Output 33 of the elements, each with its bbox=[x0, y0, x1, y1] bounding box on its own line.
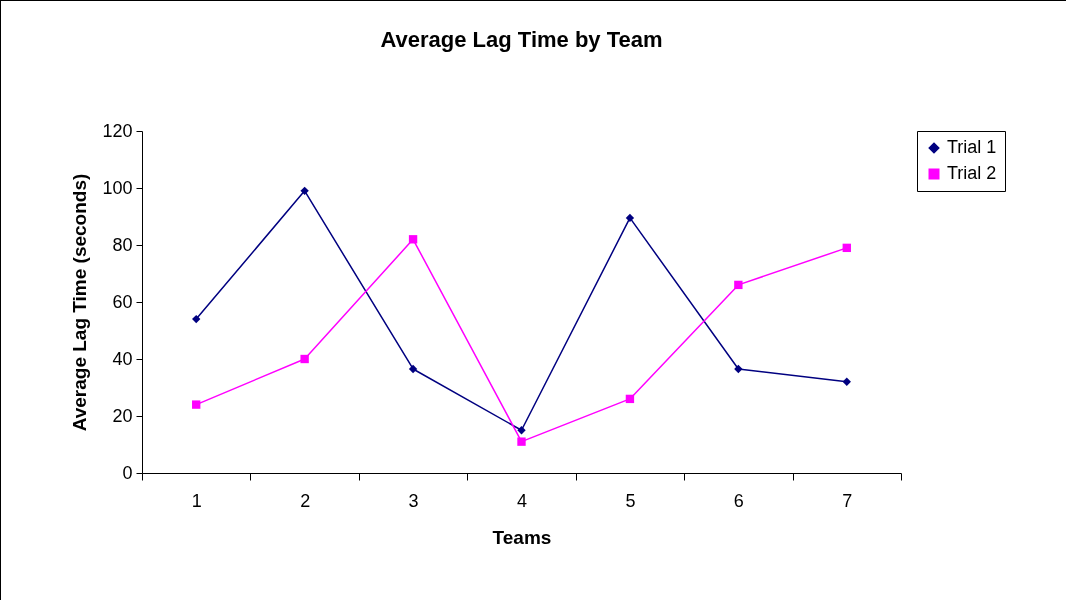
y-tick-label: 20 bbox=[112, 405, 133, 426]
legend-label: Trial 1 bbox=[947, 137, 997, 157]
x-tick-label: 2 bbox=[300, 490, 311, 511]
point bbox=[625, 213, 635, 223]
y-tick-label: 100 bbox=[102, 177, 133, 198]
x-tick-label: 4 bbox=[516, 490, 528, 511]
x-tick-label: 6 bbox=[733, 490, 744, 511]
x-axis-title: Teams bbox=[492, 526, 552, 548]
legend-label: Trial 2 bbox=[947, 163, 997, 183]
chart-title: Average Lag Time by Team bbox=[380, 27, 663, 52]
point bbox=[842, 377, 851, 386]
x-tick-label: 3 bbox=[408, 490, 419, 511]
point bbox=[625, 394, 635, 404]
point bbox=[734, 280, 743, 290]
point bbox=[192, 400, 201, 409]
point bbox=[517, 437, 526, 446]
y-tick-label: 40 bbox=[112, 348, 133, 369]
x-tick-label: 1 bbox=[191, 490, 202, 511]
y-axis-title: Average Lag Time (seconds) bbox=[69, 173, 91, 432]
point bbox=[842, 243, 851, 253]
point bbox=[734, 364, 743, 374]
y-tick-label: 80 bbox=[112, 234, 133, 255]
y-tick-label: 0 bbox=[122, 462, 133, 483]
y-tick-label: 120 bbox=[102, 120, 133, 141]
point bbox=[517, 426, 526, 435]
point bbox=[300, 354, 309, 364]
y-tick-label: 60 bbox=[112, 291, 133, 312]
point bbox=[408, 235, 418, 244]
point bbox=[192, 314, 201, 324]
point bbox=[300, 186, 309, 196]
x-tick-label: 7 bbox=[842, 490, 853, 511]
x-tick-label: 5 bbox=[625, 490, 636, 511]
point bbox=[408, 364, 418, 374]
